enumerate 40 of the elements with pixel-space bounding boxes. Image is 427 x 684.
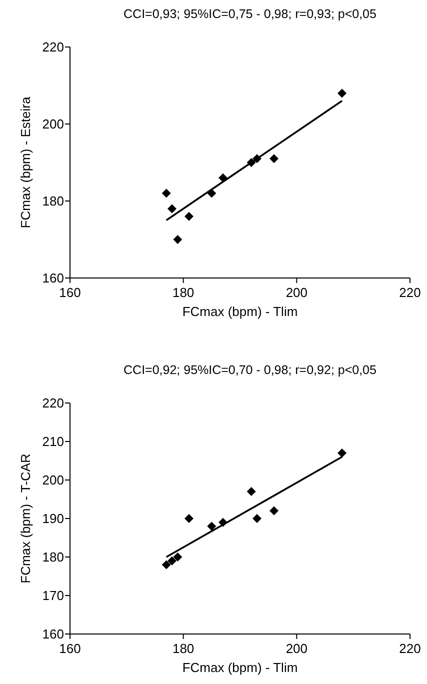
point xyxy=(184,212,194,221)
x-tick-label: 160 xyxy=(59,285,81,300)
x-tick-label: 180 xyxy=(172,285,194,300)
point xyxy=(162,188,171,198)
x-tick-label: 200 xyxy=(286,641,308,656)
point xyxy=(162,560,171,570)
y-tick-label: 180 xyxy=(42,194,64,208)
y-tick-label: 190 xyxy=(42,511,64,526)
x-tick-label: 200 xyxy=(286,285,308,300)
point xyxy=(338,88,346,98)
point xyxy=(207,522,216,531)
point xyxy=(173,235,182,244)
y-tick-label: 160 xyxy=(42,270,64,286)
point xyxy=(168,204,176,214)
point xyxy=(246,487,256,496)
point xyxy=(252,514,262,523)
chart-title: CCI=0,93; 95%IC=0,75 - 0,98; r=0,93; p<0,05 xyxy=(124,7,377,21)
x-tick-label: 160 xyxy=(59,641,81,656)
point xyxy=(270,154,278,164)
y-tick-label: 170 xyxy=(42,588,64,603)
y-axis-title: FCmax (bpm) - Esteira xyxy=(18,96,33,228)
x-tick-label: 220 xyxy=(399,641,421,656)
y-tick-label: 200 xyxy=(42,472,64,488)
y-axis-title: FCmax (bpm) - T-CAR xyxy=(18,454,33,584)
y-tick-label: 160 xyxy=(42,626,64,642)
point xyxy=(184,514,194,523)
y-tick-label: 200 xyxy=(42,116,64,132)
point xyxy=(338,448,346,458)
x-axis-title: FCmax (bpm) - Tlim xyxy=(182,304,298,319)
point xyxy=(173,552,182,562)
x-tick-label: 180 xyxy=(172,641,194,656)
chart-title: CCI=0,92; 95%IC=0,70 - 0,98; r=0,92; p<0,05 xyxy=(124,363,377,377)
y-tick-label: 210 xyxy=(42,434,64,449)
y-tick-label: 220 xyxy=(42,40,64,54)
x-tick-label: 220 xyxy=(399,285,421,300)
point xyxy=(270,506,278,516)
x-axis-title: FCmax (bpm) - Tlim xyxy=(182,660,298,675)
y-tick-label: 220 xyxy=(42,396,64,410)
point xyxy=(168,556,176,566)
y-tick-label: 180 xyxy=(42,550,64,564)
